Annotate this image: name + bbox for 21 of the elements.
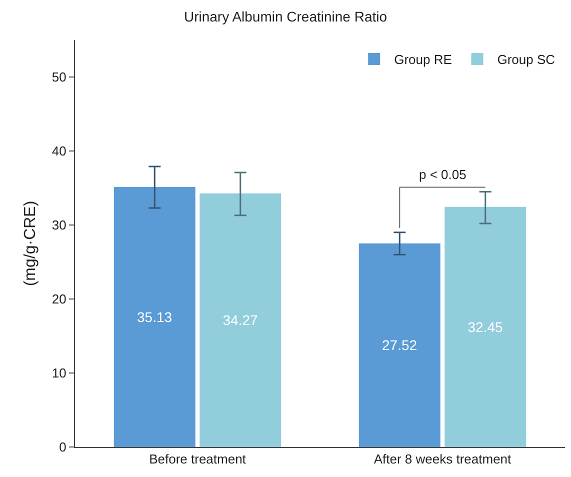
x-tick-label: Before treatment — [149, 452, 246, 467]
y-tick-label: 50 — [52, 70, 66, 85]
y-tick-label: 20 — [52, 292, 66, 307]
y-tick-label: 40 — [52, 144, 66, 159]
y-axis-title: (mg/g·CRE) — [22, 200, 39, 286]
x-tick-label: After 8 weeks treatment — [374, 452, 512, 467]
data-label: 32.45 — [468, 318, 503, 335]
legend-label: Group SC — [497, 52, 556, 68]
y-tick-label: 30 — [52, 218, 66, 233]
chart-title: Urinary Albumin Creatinine Ratio — [184, 8, 388, 25]
data-label: 34.27 — [222, 312, 258, 328]
bar — [358, 243, 440, 447]
legend-label: Group RE — [394, 52, 452, 68]
data-label: 27.52 — [382, 337, 418, 354]
annotation: p < 0.05 — [419, 167, 466, 182]
bar — [200, 193, 282, 447]
y-tick-label: 10 — [52, 366, 66, 381]
bar — [444, 206, 526, 447]
y-tick-label: 0 — [59, 440, 66, 455]
data-label: 35.13 — [137, 309, 172, 326]
bar — [114, 187, 196, 447]
